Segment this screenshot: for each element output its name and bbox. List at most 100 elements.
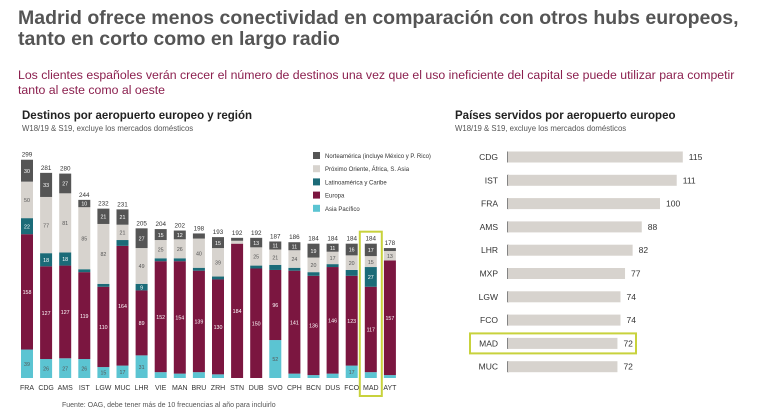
segment-label: 141 xyxy=(290,320,299,326)
category-label: IST xyxy=(79,385,91,392)
bar-segment xyxy=(40,266,53,360)
bar-segment xyxy=(345,255,358,270)
segment-label: 20 xyxy=(311,263,317,269)
bar-segment xyxy=(383,248,396,251)
category-label: MAD xyxy=(363,385,379,392)
country-bar xyxy=(508,337,618,349)
category-label: CPH xyxy=(287,385,302,392)
total-label: 280 xyxy=(60,166,71,173)
legend-swatch xyxy=(313,191,320,199)
segment-label: 40 xyxy=(196,251,202,257)
bar-segment xyxy=(231,243,244,378)
segment-label: 27 xyxy=(62,366,68,372)
bar-segment xyxy=(307,243,320,258)
segment-label: 123 xyxy=(347,319,356,325)
country-value-label: 74 xyxy=(626,292,636,302)
bar-segment xyxy=(345,365,358,378)
bar-segment xyxy=(21,218,33,235)
segment-label: 15 xyxy=(158,233,164,239)
bar-segment xyxy=(192,233,205,239)
bar-segment xyxy=(364,372,377,378)
bar-segment xyxy=(288,267,301,271)
bar-segment xyxy=(135,290,148,356)
bar-segment xyxy=(97,208,110,224)
bar-segment xyxy=(192,372,205,378)
segment-label: 17 xyxy=(368,248,374,254)
segment-label: 50 xyxy=(24,198,30,204)
stacked-chart-note: W18/19 & S19, excluye los mercados domés… xyxy=(22,124,194,133)
bar-segment xyxy=(154,240,167,259)
bar-segment xyxy=(364,286,377,373)
bar-segment xyxy=(326,264,339,268)
country-category-label: MXP xyxy=(480,269,499,279)
bar-segment xyxy=(288,250,301,268)
total-label: 184 xyxy=(327,236,338,243)
bar-segment xyxy=(383,375,396,378)
bar-segment xyxy=(21,181,33,219)
country-category-label: AMS xyxy=(480,222,499,232)
segment-label: 127 xyxy=(61,310,70,316)
total-label: 184 xyxy=(366,236,377,243)
category-label: AYT xyxy=(383,385,397,392)
bar-segment xyxy=(154,261,167,373)
bar-segment xyxy=(116,209,129,225)
segment-label: 96 xyxy=(272,303,278,309)
bar-segment xyxy=(21,349,33,378)
bar-segment xyxy=(212,276,224,280)
segment-label: 119 xyxy=(80,314,88,320)
country-value-label: 72 xyxy=(623,338,633,348)
country-category-label: LGW xyxy=(479,292,498,302)
total-label: 184 xyxy=(308,236,319,243)
bar-segment xyxy=(116,224,129,241)
country-value-label: 100 xyxy=(666,199,680,209)
bar-segment xyxy=(97,223,110,284)
total-label: 187 xyxy=(270,233,281,240)
segment-label: 26 xyxy=(81,367,87,373)
bar-segment xyxy=(307,375,320,378)
country-category-label: FCO xyxy=(480,315,498,325)
country-bar xyxy=(508,174,677,186)
bar-segment xyxy=(345,243,358,256)
bar-segment xyxy=(212,237,224,249)
bar-segment xyxy=(288,373,301,378)
segment-label: 11 xyxy=(292,244,298,250)
country-value-label: 74 xyxy=(626,315,636,325)
bar-segment xyxy=(192,270,205,373)
category-label: DUB xyxy=(249,385,264,392)
bar-segment xyxy=(78,199,91,208)
category-label: FCO xyxy=(344,385,359,392)
segment-label: 81 xyxy=(62,221,68,227)
country-value-label: 72 xyxy=(623,362,633,372)
segment-label: 13 xyxy=(253,241,259,247)
bar-segment xyxy=(192,267,205,271)
segment-label: 21 xyxy=(272,255,278,261)
country-value-label: 115 xyxy=(689,152,703,162)
page-title: Madrid ofrece menos conectividad en comp… xyxy=(18,7,739,50)
country-category-label: MUC xyxy=(479,362,498,372)
segment-label: 154 xyxy=(175,316,184,322)
bar-segment xyxy=(231,237,244,241)
bar-segment xyxy=(212,374,224,378)
country-bar xyxy=(508,244,633,256)
segment-label: 21 xyxy=(100,215,106,221)
highlight-box xyxy=(358,230,383,397)
total-label: 192 xyxy=(232,230,243,237)
segment-label: 15 xyxy=(368,260,374,266)
total-label: 198 xyxy=(194,225,205,232)
segment-label: 150 xyxy=(252,321,261,327)
stacked-chart-title: Destinos por aeropuerto europeo y región xyxy=(22,110,253,122)
category-label: LGW xyxy=(95,385,111,392)
legend-label: Europa xyxy=(325,194,345,200)
bar-segment xyxy=(192,238,205,268)
bar-segment xyxy=(326,373,339,378)
total-label: 205 xyxy=(136,220,147,227)
bar-segment xyxy=(21,234,33,350)
bar-segment xyxy=(250,237,263,248)
segment-label: 24 xyxy=(291,257,297,263)
bar-segment xyxy=(116,365,129,378)
bar-segment xyxy=(345,275,358,366)
legend-swatch xyxy=(313,178,320,186)
segment-label: 164 xyxy=(118,304,127,310)
bar-segment xyxy=(288,270,301,374)
